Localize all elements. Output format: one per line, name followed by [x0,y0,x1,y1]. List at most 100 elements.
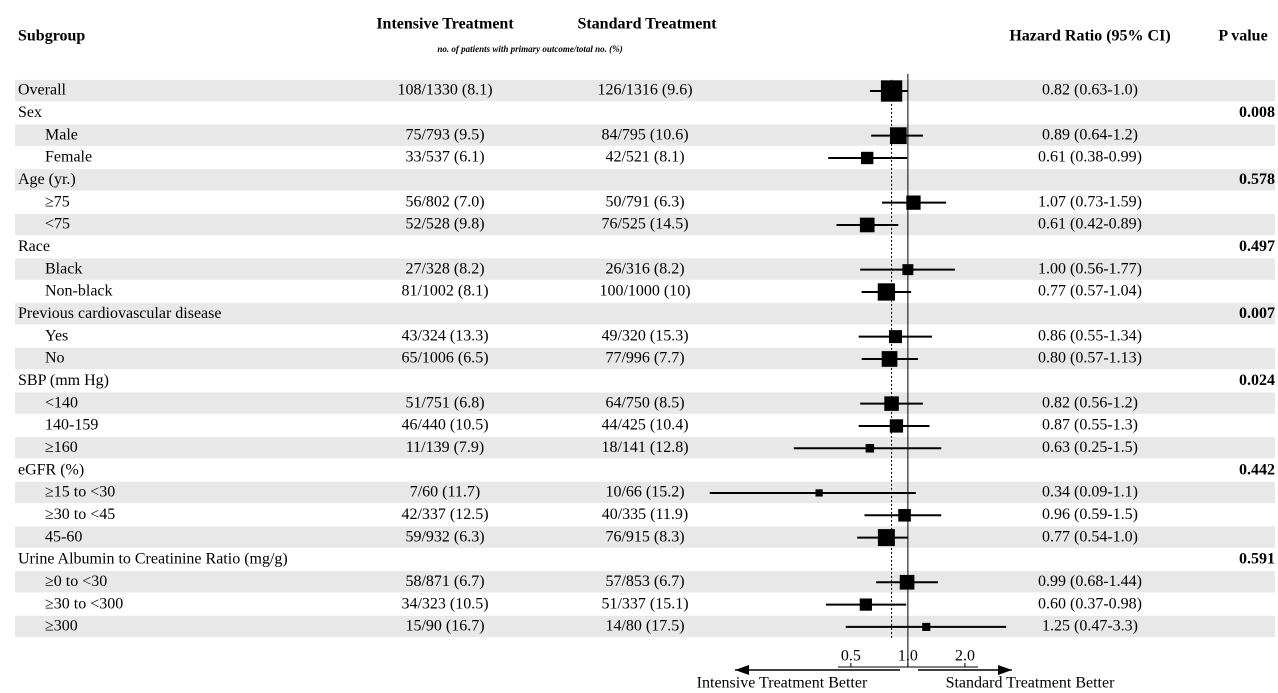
x-tick-label: 1.0 [898,648,918,665]
right-direction-label: Standard Treatment Better [946,675,1116,692]
standard-count: 126/1316 (9.6) [597,82,692,99]
hr-square [889,127,907,145]
subgroup-label: Black [45,260,82,277]
column-header: Intensive Treatment [376,16,514,33]
column-header: P value [1218,28,1267,45]
standard-count: 57/853 (6.7) [605,573,684,590]
hr-square [861,151,874,165]
row-band [15,526,1275,548]
subgroup-label: Non-black [45,283,113,300]
column-header: Subgroup [18,28,85,45]
intensive-count: 56/802 (7.0) [405,193,484,210]
row-band [15,392,1275,414]
left-direction-label: Intensive Treatment Better [697,675,868,692]
hr-label: 0.60 (0.37-0.98) [1038,595,1142,612]
hr-label: 0.99 (0.68-1.44) [1038,573,1142,590]
intensive-count: 11/139 (7.9) [406,439,485,456]
standard-count: 76/915 (8.3) [605,528,684,545]
subgroup-label: No [45,350,65,367]
standard-count: 10/66 (15.2) [605,484,684,501]
row-band [15,79,1275,102]
hr-square [880,80,903,102]
subgroup-label: Overall [18,82,67,99]
intensive-count: 46/440 (10.5) [401,417,488,434]
left-arrow-head [735,665,749,675]
intensive-count: 81/1002 (8.1) [401,283,488,300]
intensive-count: 75/793 (9.5) [405,126,484,143]
p-value: 0.008 [1239,104,1275,121]
intensive-count: 59/932 (6.3) [405,528,484,545]
row-band [15,258,1275,280]
group-label: SBP (mm Hg) [18,372,109,389]
row-backgrounds [15,79,1275,638]
hr-square [877,283,896,301]
group-label: Race [18,238,50,255]
standard-count: 76/525 (14.5) [601,216,688,233]
intensive-count: 58/871 (6.7) [405,573,484,590]
right-arrow-head [998,665,1012,675]
intensive-count: 42/337 (12.5) [401,506,488,523]
column-header: Standard Treatment [577,16,717,33]
subgroup-label: ≥30 to <300 [45,595,123,612]
intensive-count: 33/537 (6.1) [405,149,484,166]
row-band [15,124,1275,146]
intensive-count: 52/528 (9.8) [405,216,484,233]
standard-count: 51/337 (15.1) [601,595,688,612]
subgroup-label: ≥15 to <30 [45,484,115,501]
standard-count: 77/996 (7.7) [605,350,684,367]
subgroup-label: Female [45,149,92,166]
hr-label: 0.77 (0.57-1.04) [1038,283,1142,300]
hr-square [906,195,921,210]
hr-square [888,330,902,344]
subgroup-label: ≥75 [45,193,70,210]
hr-label: 0.61 (0.38-0.99) [1038,149,1142,166]
hr-square [922,622,931,631]
standard-count: 64/750 (8.5) [605,394,684,411]
intensive-count: 34/323 (10.5) [401,595,488,612]
hr-square [889,419,904,433]
column-header: Hazard Ratio (95% CI) [1009,28,1170,45]
group-label: Age (yr.) [18,171,76,188]
hr-label: 0.96 (0.59-1.5) [1042,506,1138,523]
intensive-count: 7/60 (11.7) [410,484,481,501]
hr-label: 0.86 (0.55-1.34) [1038,327,1142,344]
group-label: Urine Albumin to Creatinine Ratio (mg/g) [18,551,288,568]
intensive-count: 108/1330 (8.1) [397,82,492,99]
hr-square [859,217,875,233]
subgroup-label: <140 [45,394,78,411]
standard-count: 40/335 (11.9) [602,506,689,523]
hr-label: 0.87 (0.55-1.3) [1042,417,1138,434]
hr-label: 0.34 (0.09-1.1) [1042,484,1138,501]
p-value: 0.024 [1239,372,1275,389]
standard-count: 18/141 (12.8) [601,439,688,456]
p-value: 0.578 [1239,171,1275,188]
standard-count: 44/425 (10.4) [601,417,688,434]
hr-label: 1.25 (0.47-3.3) [1042,618,1138,635]
row-band [15,437,1275,459]
row-band [15,303,1275,325]
subgroup-label: 45-60 [45,528,82,545]
subgroup-label: <75 [45,216,70,233]
row-band [15,571,1275,593]
column-note: no. of patients with primary outcome/tot… [437,44,622,54]
intensive-count: 27/328 (8.2) [405,260,484,277]
subgroup-label: ≥0 to <30 [45,573,107,590]
standard-count: 14/80 (17.5) [605,618,684,635]
group-label: Sex [18,104,42,121]
hr-label: 0.82 (0.56-1.2) [1042,394,1138,411]
hr-label: 1.00 (0.56-1.77) [1038,260,1142,277]
hr-label: 0.82 (0.63-1.0) [1042,82,1138,99]
intensive-count: 51/751 (6.8) [405,394,484,411]
x-tick-label: 2.0 [955,648,975,665]
row-band [15,615,1275,638]
subgroup-label: ≥30 to <45 [45,506,115,523]
standard-count: 26/316 (8.2) [605,260,684,277]
hr-label: 0.61 (0.42-0.89) [1038,216,1142,233]
hr-square [859,598,872,611]
subgroup-label: ≥160 [45,439,78,456]
standard-count: 42/521 (8.1) [605,149,684,166]
p-value: 0.497 [1239,238,1275,255]
row-band [15,169,1275,191]
p-value: 0.442 [1239,461,1275,478]
